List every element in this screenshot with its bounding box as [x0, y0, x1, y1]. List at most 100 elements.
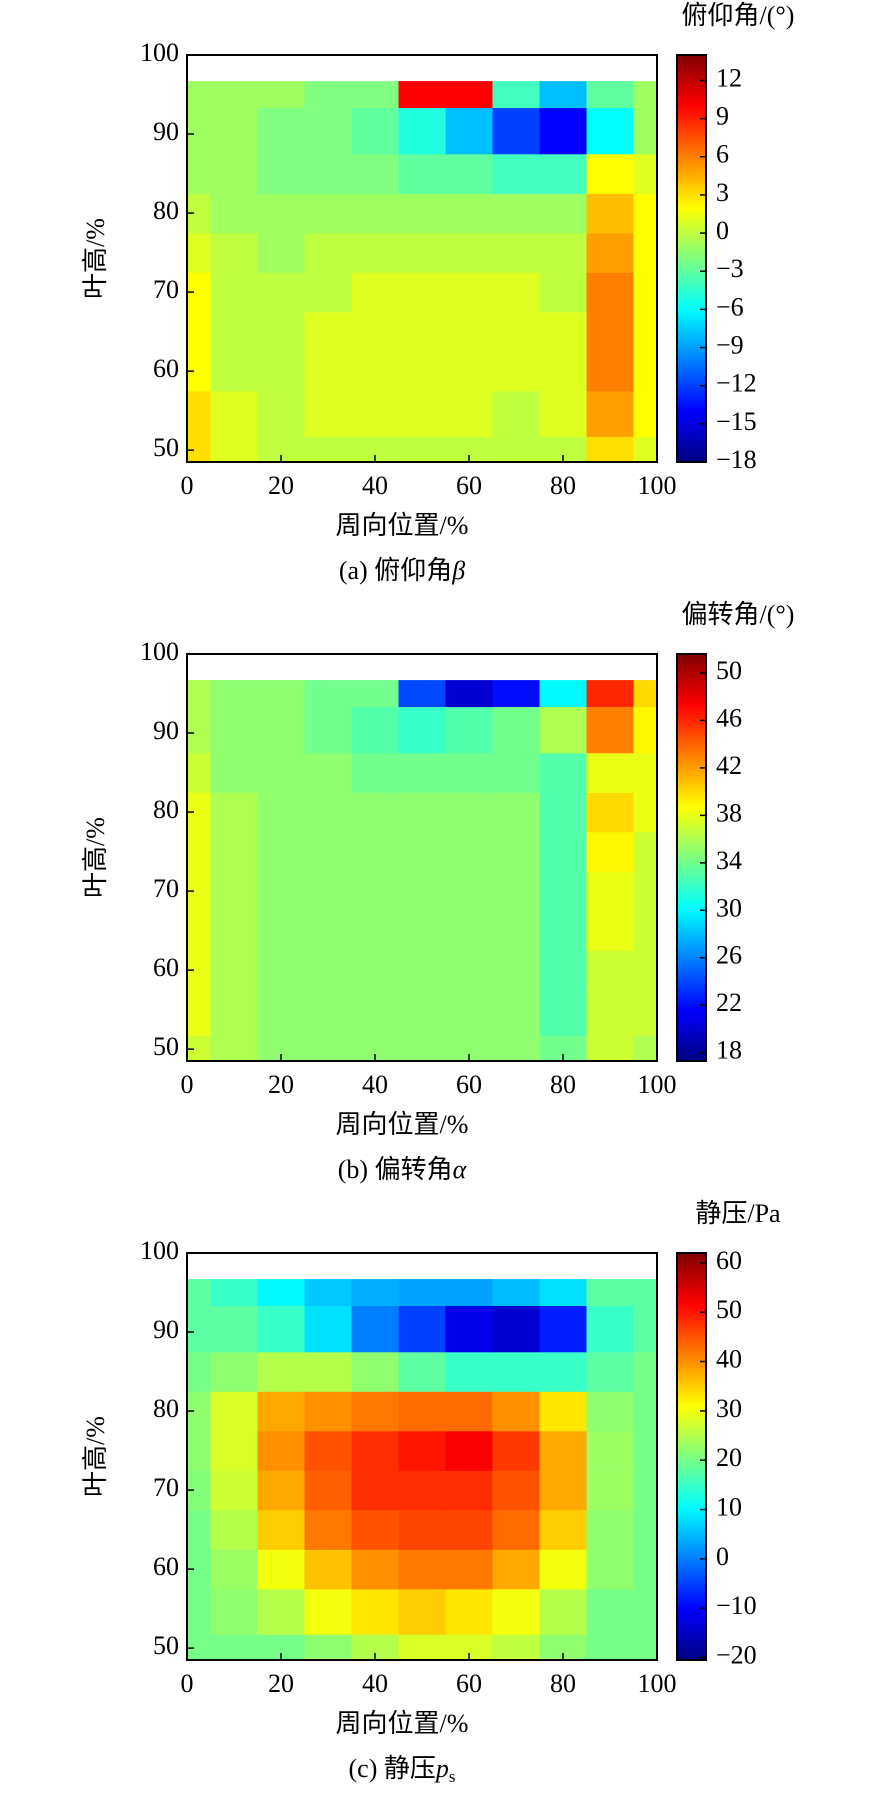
contour-cell: [633, 989, 658, 1036]
contour-cell: [586, 311, 634, 352]
contour-cell: [304, 1509, 352, 1550]
contour-cell: [445, 1305, 493, 1353]
colorbar-segment: [677, 244, 706, 249]
colorbar-segment: [677, 1551, 706, 1556]
colorbar-segment: [677, 1595, 706, 1600]
colorbar-segment: [677, 370, 706, 375]
colorbar-segment: [677, 78, 706, 83]
x-axis-label: 周向位置/%: [336, 511, 469, 540]
colorbar-segment: [677, 942, 706, 947]
colorbar-segment: [677, 166, 706, 171]
colorbar-segment: [677, 989, 706, 994]
contour-cell: [187, 1430, 211, 1471]
colorbar-segment: [677, 1629, 706, 1634]
colorbar-segment: [677, 1354, 706, 1359]
contour-cell: [492, 752, 540, 793]
contour-cell: [586, 1549, 634, 1590]
colorbar-segment: [677, 803, 706, 808]
contour-cell: [445, 1549, 493, 1590]
contour-cell: [633, 390, 658, 437]
contour-cell: [539, 706, 587, 754]
colorbar-segment: [677, 448, 706, 453]
contour-cell: [304, 1470, 352, 1511]
contour-cell: [539, 390, 587, 437]
colorbar-segment: [677, 224, 706, 229]
contour-cell: [398, 950, 446, 991]
colorbar-segment: [677, 350, 706, 355]
contour-cell: [492, 107, 540, 155]
contour-cell: [492, 436, 540, 463]
colorbar-segment: [677, 1639, 706, 1644]
colorbar-segment: [677, 884, 706, 889]
colorbar-segment: [677, 935, 706, 940]
colorbar-segment: [677, 742, 706, 747]
contour-cell: [539, 792, 587, 833]
colorbar-segment: [677, 1398, 706, 1403]
contour-cell: [492, 1391, 540, 1432]
colorbar-segment: [677, 799, 706, 804]
colorbar-segment: [677, 660, 706, 665]
colorbar-segment: [677, 888, 706, 893]
colorbar-tick-label: −6: [716, 292, 744, 321]
colorbar-segment: [677, 1324, 706, 1329]
contour-cell: [492, 193, 540, 234]
colorbar-segment: [677, 1269, 706, 1274]
colorbar-segment: [677, 1030, 706, 1035]
contour-cell: [445, 1430, 493, 1471]
colorbar-segment: [677, 664, 706, 669]
colorbar-segment: [677, 177, 706, 182]
colorbar-segment: [677, 1622, 706, 1627]
contour-cell: [492, 792, 540, 833]
colorbar-segment: [677, 891, 706, 896]
colorbar-segment: [677, 1575, 706, 1580]
colorbar-segment: [677, 765, 706, 770]
contour-cell: [210, 107, 258, 155]
contour-cell: [633, 910, 658, 951]
x-tick-label: 60: [456, 1070, 482, 1099]
contour-cell: [257, 950, 305, 991]
contour-cell: [539, 1470, 587, 1511]
contour-cell: [257, 1305, 305, 1353]
colorbar-segment: [677, 183, 706, 188]
colorbar-segment: [677, 864, 706, 869]
colorbar-segment: [677, 136, 706, 141]
contour-cell: [445, 390, 493, 437]
colorbar-segment: [677, 200, 706, 205]
colorbar-segment: [677, 816, 706, 821]
colorbar-segment: [677, 187, 706, 192]
contour-cell: [633, 153, 658, 194]
colorbar-segment: [677, 346, 706, 351]
x-tick-label: 20: [268, 1070, 294, 1099]
contour-cell: [633, 871, 658, 912]
contour-cell: [398, 81, 446, 109]
colorbar-segment: [677, 1395, 706, 1400]
colorbar-segment: [677, 999, 706, 1004]
contour-cell: [492, 1430, 540, 1471]
contour-cell: [398, 680, 446, 708]
contour-cell: [304, 81, 352, 109]
colorbar-tick-label: −3: [716, 254, 744, 283]
contour-cell: [304, 871, 352, 912]
contour-cell: [398, 1549, 446, 1590]
y-tick-label: 50: [153, 433, 179, 462]
colorbar-segment: [677, 455, 706, 460]
colorbar-segment: [677, 92, 706, 97]
colorbar-segment: [677, 411, 706, 416]
caption-subscript: s: [449, 1767, 456, 1786]
colorbar-segment: [677, 116, 706, 121]
contour-cell: [586, 193, 634, 234]
colorbar-segment: [677, 88, 706, 93]
colorbar-segment: [677, 1344, 706, 1349]
colorbar-segment: [677, 445, 706, 450]
colorbar-segment: [677, 424, 706, 429]
colorbar-segment: [677, 1388, 706, 1393]
contour-cell: [187, 1279, 211, 1307]
colorbar-segment: [677, 1558, 706, 1563]
contour-cell: [187, 989, 211, 1036]
caption-text: (c) 静压: [349, 1754, 436, 1783]
colorbar-segment: [677, 1497, 706, 1502]
contour-cell: [304, 1391, 352, 1432]
colorbar-segment: [677, 1466, 706, 1471]
contour-cell: [398, 752, 446, 793]
colorbar-tick-label: 50: [716, 656, 742, 685]
